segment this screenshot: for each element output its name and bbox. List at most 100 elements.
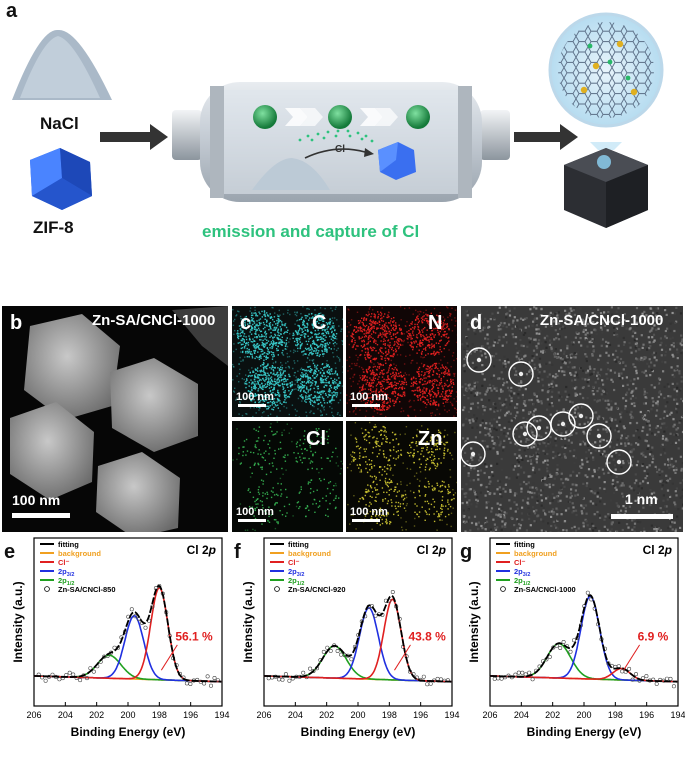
annotation-arrow bbox=[623, 644, 641, 671]
element-label-n: N bbox=[428, 312, 443, 334]
eds-map-c bbox=[232, 306, 343, 417]
cl-fraction-annotation: 6.9 % bbox=[638, 629, 669, 643]
xps-chart-e: 206 204 202 200 198 196 194 Binding Energy (eV)… bbox=[11, 537, 230, 739]
x-tick-label: 200 bbox=[350, 710, 365, 720]
element-label-zn: Zn bbox=[418, 428, 443, 450]
ar-atom bbox=[406, 105, 430, 129]
zif8-crystal bbox=[30, 148, 92, 210]
data-point bbox=[311, 669, 316, 674]
data-point bbox=[627, 666, 632, 671]
y-axis-label: Intensity (a.u.) bbox=[11, 581, 25, 662]
x-tick-label: 194 bbox=[444, 710, 459, 720]
data-point bbox=[428, 681, 433, 686]
legend-background: background bbox=[514, 549, 557, 558]
data-point bbox=[215, 678, 220, 683]
x-tick-label: 194 bbox=[670, 710, 685, 720]
x-tick-label: 198 bbox=[152, 710, 167, 720]
data-point bbox=[523, 672, 528, 677]
panel-label-f: f bbox=[234, 541, 241, 563]
data-point bbox=[143, 625, 148, 630]
data-point bbox=[644, 674, 649, 679]
data-point bbox=[91, 669, 96, 674]
x-tick-label: 202 bbox=[319, 710, 334, 720]
2p12-curve bbox=[33, 654, 222, 683]
process-arrow-1 bbox=[100, 124, 168, 150]
data-point bbox=[421, 674, 426, 679]
data-point bbox=[520, 670, 525, 675]
chart-title: Cl 2p bbox=[187, 543, 216, 557]
cl-fraction-annotation: 56.1 % bbox=[175, 629, 213, 643]
x-tick-label: 204 bbox=[58, 710, 73, 720]
data-point bbox=[390, 589, 395, 594]
chart-title: Cl 2p bbox=[417, 543, 446, 557]
x-axis-label: Binding Energy (eV) bbox=[301, 725, 416, 739]
data-point bbox=[356, 633, 361, 638]
data-point bbox=[276, 677, 281, 682]
legend-sample: Zn-SA/CNCl-1000 bbox=[514, 585, 576, 594]
scalebar-zn bbox=[352, 519, 380, 522]
scale-label-c: 100 nm bbox=[236, 391, 274, 403]
data-point bbox=[321, 649, 326, 654]
data-point bbox=[209, 683, 214, 688]
data-point bbox=[571, 638, 576, 643]
panel-b-scalebar bbox=[12, 513, 70, 518]
legend-cl-minus: Cl⁻ bbox=[288, 558, 300, 567]
x-tick-label: 202 bbox=[89, 710, 104, 720]
scalebar-n bbox=[352, 404, 380, 407]
scalebar-cl bbox=[238, 519, 266, 522]
legend-fitting: fitting bbox=[514, 540, 535, 549]
panel-b-scale-label: 100 nm bbox=[12, 492, 61, 508]
cl-flow-label: Cl bbox=[335, 144, 345, 155]
data-point bbox=[561, 640, 566, 645]
data-point bbox=[133, 614, 138, 619]
data-point bbox=[530, 677, 535, 682]
graphene-magnified-view bbox=[548, 12, 664, 150]
data-point bbox=[654, 681, 659, 686]
x-tick-label: 200 bbox=[576, 710, 591, 720]
legend-sample: Zn-SA/CNCl-920 bbox=[288, 585, 346, 594]
data-point bbox=[212, 676, 217, 681]
panel-label-c: c bbox=[240, 312, 252, 334]
data-point bbox=[664, 676, 669, 681]
panel-d-scalebar bbox=[611, 514, 673, 519]
legend-2p32: 2p3/2 bbox=[58, 567, 74, 578]
x-tick-label: 200 bbox=[120, 710, 135, 720]
data-point bbox=[71, 672, 76, 677]
schematic-caption: emission and capture of Cl bbox=[202, 222, 420, 241]
data-point bbox=[339, 652, 344, 657]
x-tick-label: 204 bbox=[514, 710, 529, 720]
data-point bbox=[325, 645, 330, 650]
data-point bbox=[88, 666, 93, 671]
scale-label-cl: 100 nm bbox=[236, 506, 274, 518]
zif8-label: ZIF-8 bbox=[33, 218, 74, 237]
chart-title: Cl 2p bbox=[643, 543, 672, 557]
data-point bbox=[668, 676, 673, 681]
data-point bbox=[205, 674, 210, 679]
fitting-curve bbox=[33, 584, 222, 683]
y-axis-label: Intensity (a.u.) bbox=[241, 581, 255, 662]
data-point bbox=[43, 678, 48, 683]
data-point bbox=[280, 677, 285, 682]
ar-atom bbox=[328, 105, 352, 129]
panel-d-scale-label: 1 nm bbox=[625, 491, 658, 507]
data-point bbox=[188, 682, 193, 687]
data-point bbox=[589, 597, 594, 602]
data-point bbox=[301, 670, 306, 675]
legend-background: background bbox=[58, 549, 101, 558]
x-tick-label: 202 bbox=[545, 710, 560, 720]
tube-furnace bbox=[172, 82, 510, 202]
panel-label-b: b bbox=[10, 312, 23, 334]
data-point bbox=[184, 681, 189, 686]
data-point bbox=[308, 666, 313, 671]
legend-2p32: 2p3/2 bbox=[514, 567, 530, 578]
cl-fraction-annotation: 43.8 % bbox=[408, 629, 446, 643]
panel-label-d: d bbox=[470, 312, 483, 334]
data-point bbox=[633, 672, 638, 677]
data-point bbox=[266, 676, 271, 681]
data-point bbox=[620, 669, 625, 674]
data-point bbox=[651, 677, 656, 682]
data-point bbox=[671, 684, 676, 689]
legend-2p12: 2p1/2 bbox=[514, 576, 530, 587]
data-point bbox=[568, 649, 573, 654]
data-point bbox=[558, 646, 563, 651]
